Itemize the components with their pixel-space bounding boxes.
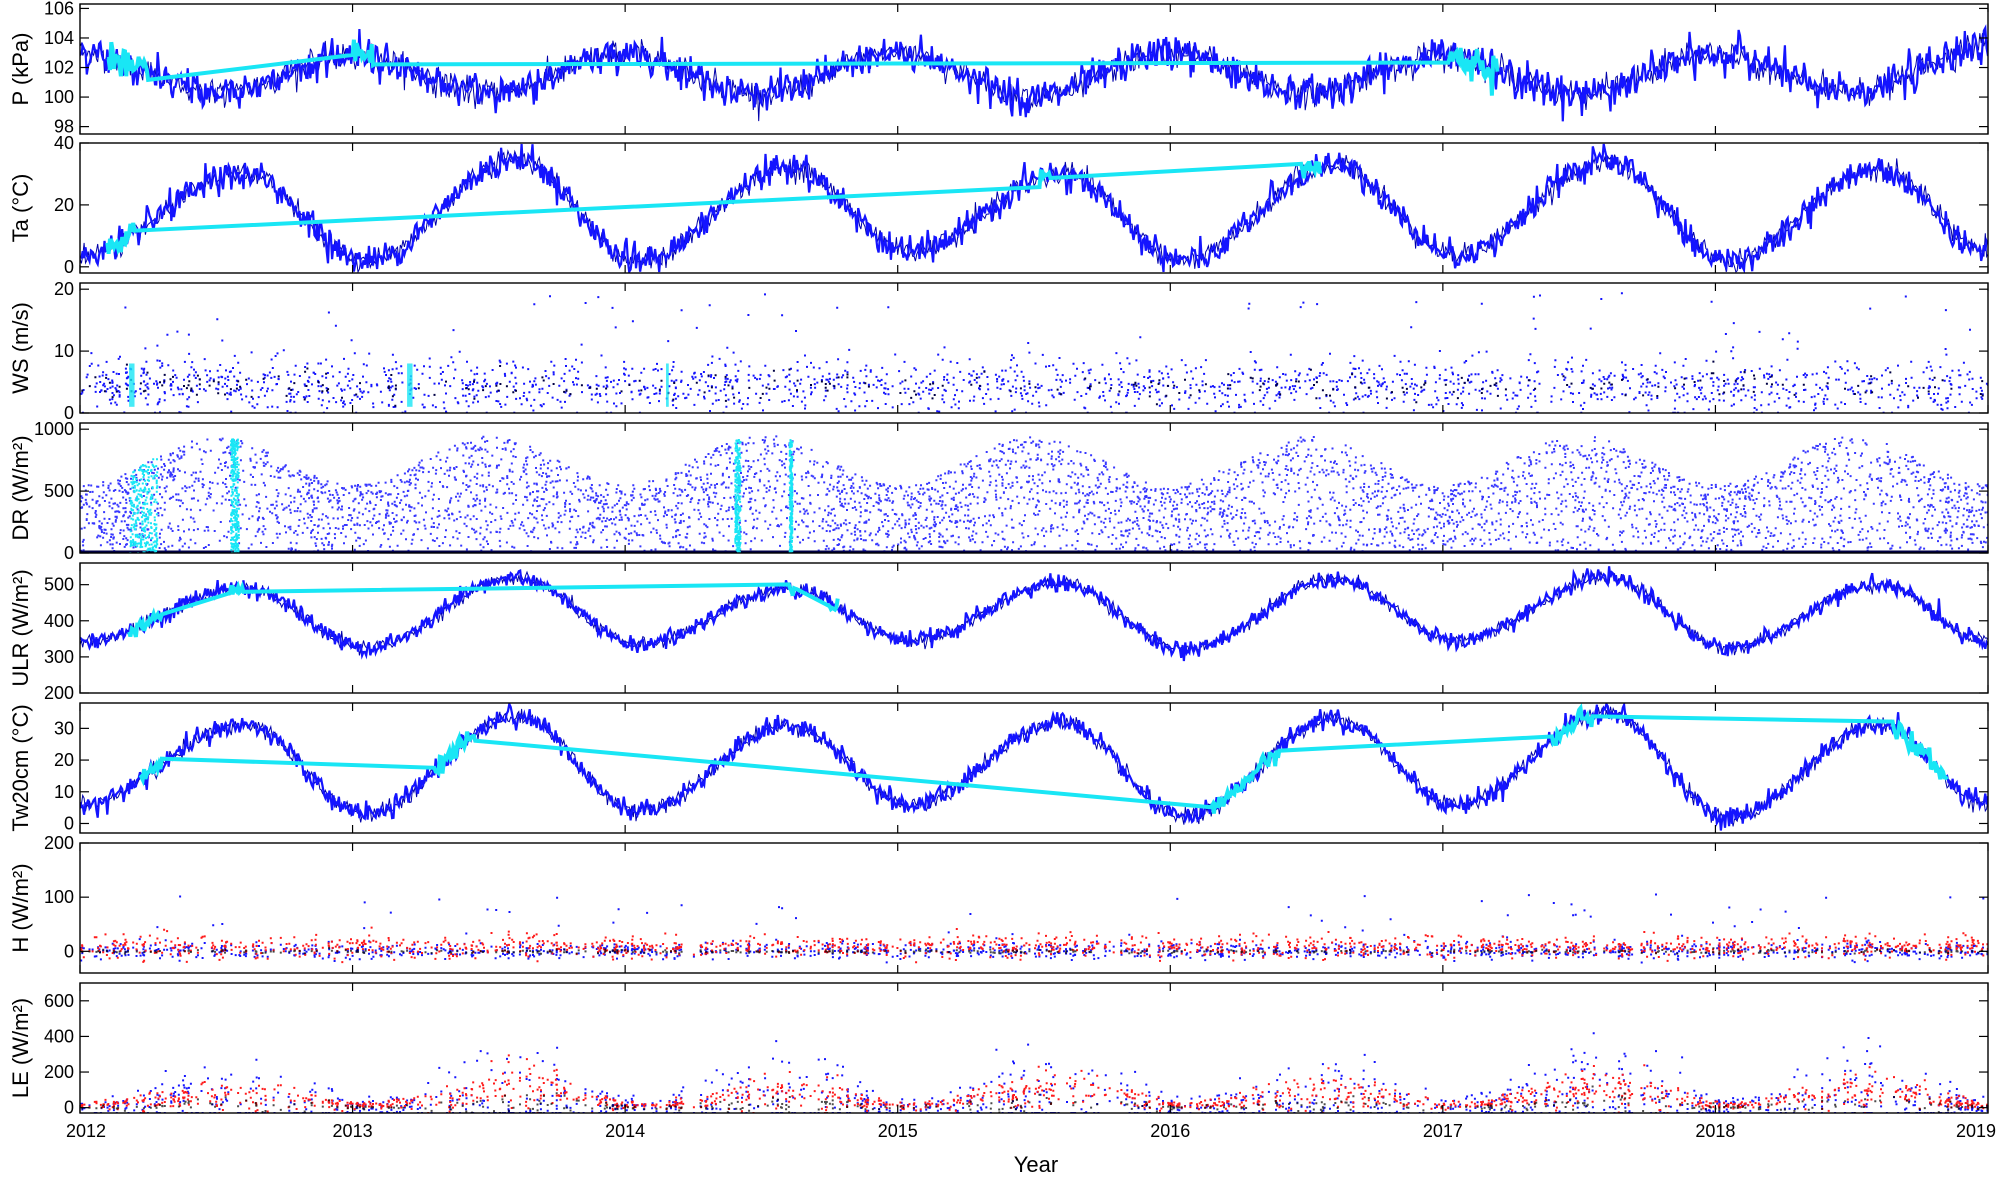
xtick-label-0: 2012 <box>66 1121 106 1141</box>
scatter-points-DR <box>80 435 1988 553</box>
modeled-points-LE <box>80 1054 1988 1113</box>
ytick-label-LE-2: 400 <box>44 1026 74 1046</box>
series-line-ULR <box>80 566 1988 662</box>
panel-H: 0 100 200 H (W/m²) <box>8 833 1989 974</box>
gapfill-points-DR-3 <box>788 439 794 553</box>
ytick-label-H-2: 200 <box>44 833 74 853</box>
ytick-label-WS-0: 0 <box>64 403 74 423</box>
ylabel-H: H (W/m²) <box>8 863 33 952</box>
scatter-points-WS <box>80 292 1988 413</box>
gapfill-line-ULR <box>127 580 840 638</box>
ytick-label-ULR-0: 200 <box>44 683 74 703</box>
ytick-label-WS-1: 10 <box>54 341 74 361</box>
ytick-label-DR-0: 0 <box>64 543 74 563</box>
frame-Tw <box>79 702 1989 834</box>
ytick-label-H-1: 100 <box>44 887 74 907</box>
plot-area-Tw <box>80 703 1988 831</box>
xtick-label-1: 2013 <box>333 1121 373 1141</box>
ylabel-Ta: Ta (°C) <box>8 174 33 243</box>
xtick-label-7: 2019 <box>1956 1121 1996 1141</box>
ytick-label-DR-1: 500 <box>44 481 74 501</box>
scatter-points-WS-dark <box>81 360 1984 407</box>
xtick-label-4: 2016 <box>1150 1121 1190 1141</box>
series-line-P <box>80 24 1988 122</box>
ytick-label-Ta-2: 40 <box>54 133 74 153</box>
ylabel-DR: DR (W/m²) <box>8 435 33 540</box>
gapfill-line-Ta <box>105 160 1323 256</box>
plot-area-LE <box>80 1032 1988 1113</box>
plot-area-Ta <box>80 143 1988 273</box>
gapfill-points-DR-2 <box>734 439 742 553</box>
ytick-label-Tw-2: 20 <box>54 750 74 770</box>
observed-points-LE <box>80 1032 1988 1113</box>
ytick-label-Ta-1: 20 <box>54 195 74 215</box>
series-line-P-dark <box>80 33 1988 122</box>
plot-area-DR <box>80 435 1988 553</box>
ytick-label-P-1: 100 <box>44 87 74 107</box>
ytick-label-WS-2: 20 <box>54 279 74 299</box>
plot-area-H <box>80 893 1988 964</box>
modeled-points-H <box>80 926 1988 964</box>
ytick-label-ULR-3: 500 <box>44 575 74 595</box>
observed-points-H <box>80 893 1988 964</box>
frame-WS <box>79 282 1989 414</box>
series-line-Ta <box>80 143 1988 273</box>
ytick-label-P-0: 98 <box>54 117 74 137</box>
ytick-label-Ta-0: 0 <box>64 257 74 277</box>
plot-area-WS <box>80 292 1988 413</box>
ylabel-WS: WS (m/s) <box>8 302 33 394</box>
ytick-label-ULR-2: 400 <box>44 611 74 631</box>
gapfill-line-Tw <box>138 703 1949 814</box>
ytick-label-DR-2: 1000 <box>34 419 74 439</box>
gapfill-line-P <box>106 39 1500 96</box>
frame-H <box>79 842 1989 974</box>
frame-LE <box>79 982 1989 1114</box>
x-axis: 2012 2013 2014 2015 2016 2017 2018 2019 <box>66 1121 1996 1141</box>
observed-points-LE-dark <box>81 1085 1988 1113</box>
ylabel-LE: LE (W/m²) <box>8 998 33 1098</box>
ytick-label-P-4: 106 <box>44 0 74 18</box>
ylabel-ULR: ULR (W/m²) <box>8 569 33 686</box>
panel-Ta: 0 20 40 Ta (°C) <box>8 133 1989 277</box>
series-line-Tw <box>80 703 1988 831</box>
panel-LE: 0 200 400 600 LE (W/m²) <box>8 982 1989 1118</box>
panel-P: 98 100 102 104 106 P (kPa) <box>8 0 1989 137</box>
gapfill-points-DR-0 <box>129 458 159 553</box>
panel-Tw: 0 10 20 30 Tw20cm (°C) <box>8 702 1989 834</box>
frame-Ta <box>79 142 1989 274</box>
ylabel-Tw: Tw20cm (°C) <box>8 704 33 831</box>
panel-WS: 0 10 20 WS (m/s) <box>8 279 1989 423</box>
plot-area-P <box>80 24 1988 122</box>
ytick-label-P-3: 104 <box>44 28 74 48</box>
ytick-label-LE-3: 600 <box>44 991 74 1011</box>
gapfill-band-WS-0 <box>129 363 135 407</box>
gapfill-band-WS-2 <box>666 363 669 407</box>
x-axis-label: Year <box>1014 1152 1058 1177</box>
gapfill-points-DR-1 <box>229 438 240 553</box>
ytick-label-Tw-1: 10 <box>54 782 74 802</box>
ytick-label-LE-1: 200 <box>44 1062 74 1082</box>
ytick-label-Tw-3: 30 <box>54 718 74 738</box>
ytick-label-P-2: 102 <box>44 58 74 78</box>
frame-DR <box>79 422 1989 554</box>
ytick-label-H-0: 0 <box>64 941 74 961</box>
xtick-label-5: 2017 <box>1423 1121 1463 1141</box>
frame-ULR <box>79 562 1989 694</box>
xtick-label-3: 2015 <box>878 1121 918 1141</box>
frame-P <box>79 3 1989 135</box>
panel-ULR: 200 300 400 500 ULR (W/m²) <box>8 562 1989 703</box>
plot-area-ULR <box>80 566 1988 662</box>
ytick-label-ULR-1: 300 <box>44 647 74 667</box>
ytick-label-Tw-0: 0 <box>64 813 74 833</box>
ylabel-P: P (kPa) <box>8 33 33 106</box>
xtick-label-2: 2014 <box>605 1121 645 1141</box>
gapfill-band-WS-1 <box>407 363 413 407</box>
xtick-label-6: 2018 <box>1695 1121 1735 1141</box>
ytick-label-LE-0: 0 <box>64 1098 74 1118</box>
